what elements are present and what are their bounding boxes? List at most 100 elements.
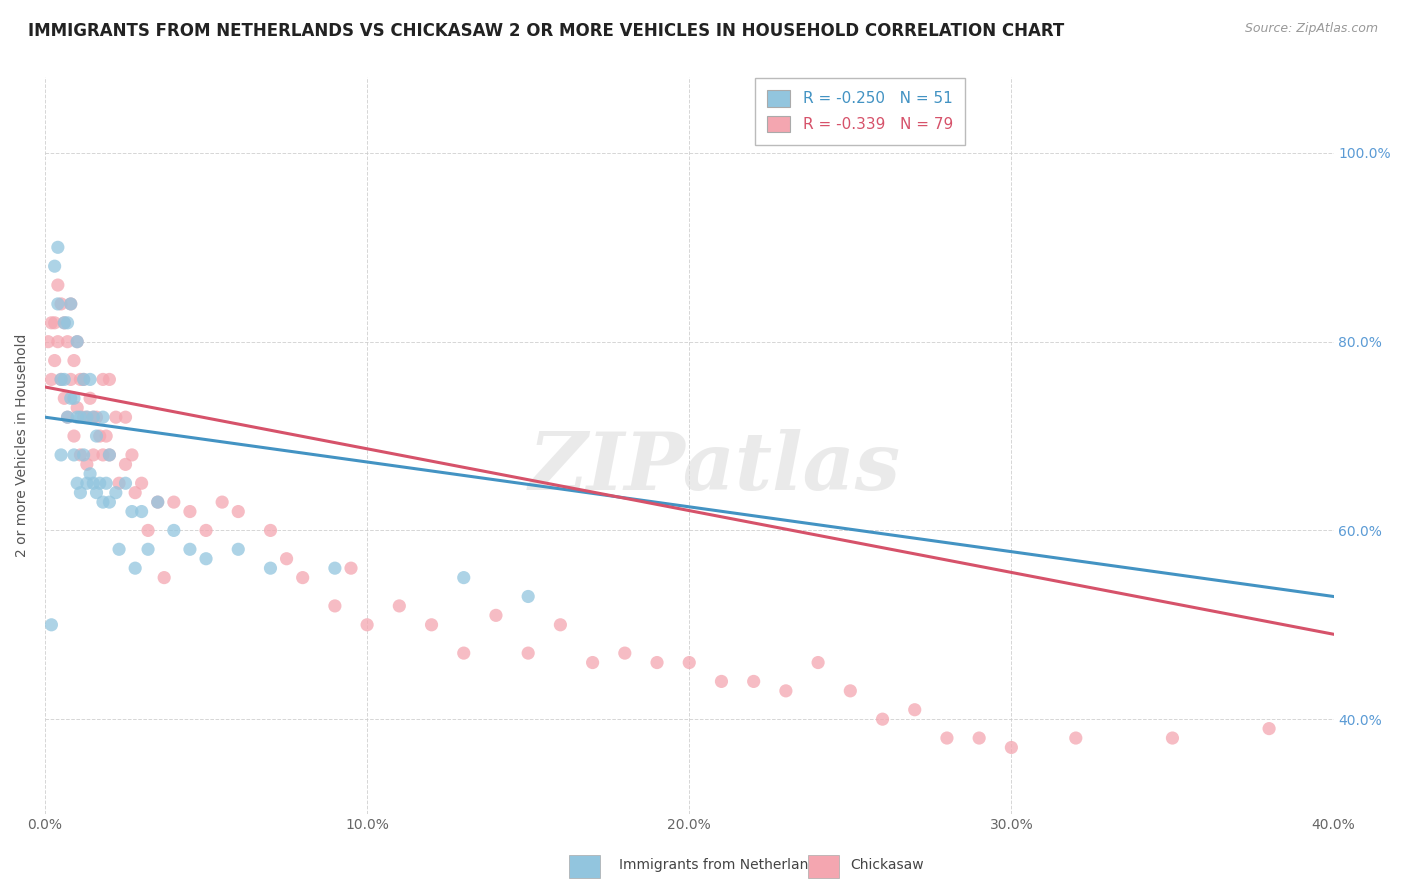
Point [291, 571, 314, 585]
Point [53, 316, 76, 330]
Point [59, 392, 82, 406]
Point [146, 495, 169, 509]
Point [136, 524, 159, 538]
Point [211, 495, 233, 509]
Point [453, 571, 475, 585]
Point [41, 617, 63, 632]
Text: IMMIGRANTS FROM NETHERLANDS VS CHICKASAW 2 OR MORE VEHICLES IN HOUSEHOLD CORRELA: IMMIGRANTS FROM NETHERLANDS VS CHICKASAW… [28, 22, 1064, 40]
Point [1161, 731, 1184, 745]
Point [226, 542, 249, 557]
Point [872, 712, 894, 726]
Point [59, 372, 82, 386]
Point [37, 334, 59, 349]
Point [63, 448, 86, 462]
Point [91, 372, 114, 386]
Point [485, 608, 508, 623]
Point [678, 656, 700, 670]
Point [76, 410, 98, 425]
Point [613, 646, 636, 660]
Point [356, 617, 378, 632]
Legend: R = -0.250   N = 51, R = -0.339   N = 79: R = -0.250 N = 51, R = -0.339 N = 79 [755, 78, 965, 145]
Point [146, 495, 169, 509]
Point [79, 467, 101, 481]
Point [63, 392, 86, 406]
Point [82, 448, 104, 462]
Point [98, 448, 121, 462]
Point [131, 476, 153, 491]
Point [86, 410, 108, 425]
Point [76, 410, 98, 425]
Point [69, 448, 91, 462]
Point [63, 429, 86, 443]
Point [226, 504, 249, 518]
Point [323, 561, 346, 575]
Point [388, 599, 411, 613]
Point [124, 561, 146, 575]
Point [66, 410, 89, 425]
Point [136, 542, 159, 557]
Point [72, 372, 94, 386]
Point [49, 297, 72, 311]
Point [807, 656, 830, 670]
Point [59, 297, 82, 311]
Point [41, 372, 63, 386]
Point [59, 297, 82, 311]
Point [46, 240, 69, 254]
Point [195, 524, 218, 538]
Point [163, 495, 186, 509]
Point [179, 542, 201, 557]
Point [46, 334, 69, 349]
Point [710, 674, 733, 689]
Point [453, 646, 475, 660]
Point [66, 401, 89, 415]
Point [195, 551, 218, 566]
Point [114, 458, 136, 472]
Point [56, 316, 79, 330]
Point [86, 429, 108, 443]
Point [53, 316, 76, 330]
Point [581, 656, 603, 670]
Point [72, 448, 94, 462]
Point [72, 410, 94, 425]
Point [259, 561, 281, 575]
Point [967, 731, 990, 745]
Point [259, 524, 281, 538]
Text: Immigrants from Netherlands: Immigrants from Netherlands [619, 858, 824, 872]
Point [98, 372, 121, 386]
Point [114, 476, 136, 491]
Text: Chickasaw: Chickasaw [851, 858, 924, 872]
Point [104, 485, 127, 500]
Point [69, 485, 91, 500]
Point [41, 316, 63, 330]
Point [49, 448, 72, 462]
Point [69, 372, 91, 386]
Text: ZIPatlas: ZIPatlas [529, 429, 901, 507]
Point [98, 495, 121, 509]
Point [44, 316, 66, 330]
Y-axis label: 2 or more Vehicles in Household: 2 or more Vehicles in Household [15, 334, 30, 558]
Point [56, 334, 79, 349]
Point [66, 334, 89, 349]
Point [121, 504, 143, 518]
Point [76, 458, 98, 472]
Point [323, 599, 346, 613]
Point [44, 259, 66, 273]
Point [124, 485, 146, 500]
Point [82, 410, 104, 425]
Point [63, 353, 86, 368]
Point [89, 476, 111, 491]
Point [72, 372, 94, 386]
Text: Source: ZipAtlas.com: Source: ZipAtlas.com [1244, 22, 1378, 36]
Point [131, 504, 153, 518]
Point [121, 448, 143, 462]
Point [69, 410, 91, 425]
Point [104, 410, 127, 425]
Point [420, 617, 443, 632]
Point [82, 410, 104, 425]
Point [108, 542, 131, 557]
Point [49, 372, 72, 386]
Point [276, 551, 298, 566]
Point [839, 684, 862, 698]
Point [66, 334, 89, 349]
Point [742, 674, 765, 689]
